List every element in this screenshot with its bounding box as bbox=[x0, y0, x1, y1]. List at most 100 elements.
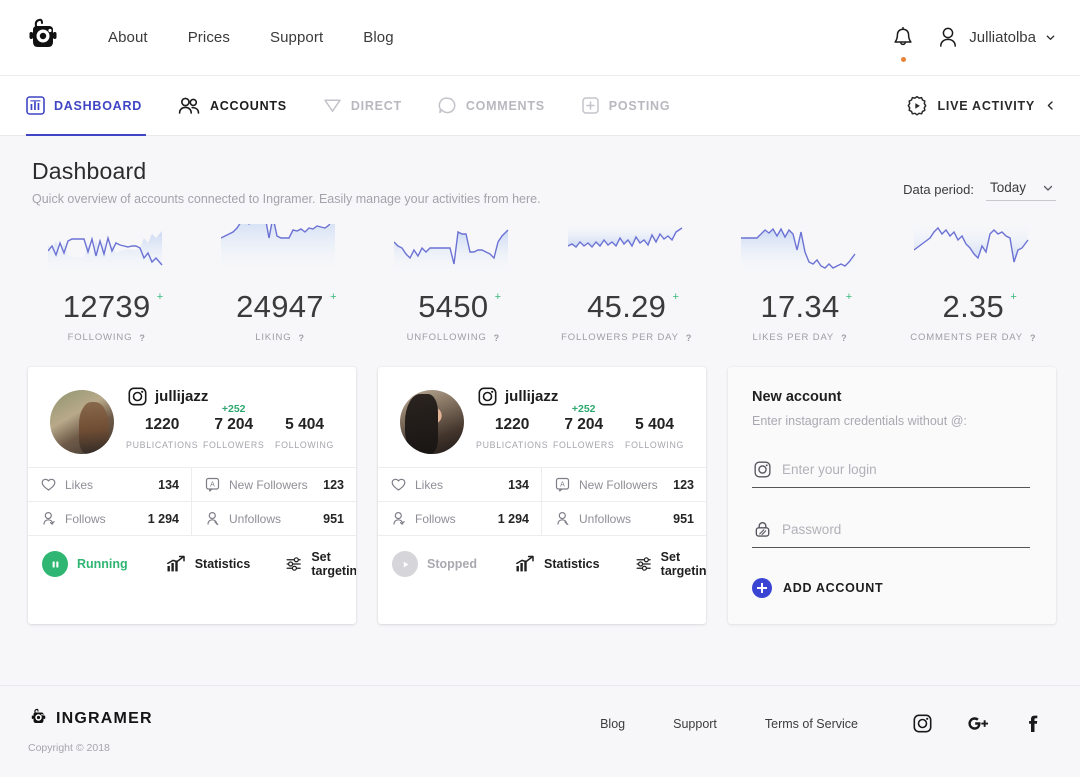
stat-card-comments-per-day: 2.35 + COMMENTS PER DAY ? bbox=[887, 214, 1060, 343]
nav-item-blog[interactable]: Blog bbox=[363, 29, 394, 46]
status-toggle-button[interactable]: Running bbox=[42, 551, 142, 577]
tab-dashboard[interactable]: DASHBOARD bbox=[22, 76, 160, 136]
sliders-icon bbox=[636, 557, 651, 571]
metric-unfollows-value: 951 bbox=[673, 511, 694, 526]
tab-posting[interactable]: POSTING bbox=[563, 76, 689, 136]
sparkline-likes-per-day bbox=[740, 227, 856, 272]
metric-likes-value: 134 bbox=[508, 477, 529, 492]
account-cards-row: jullijazz 1220 PUBLICATIONS +252 7 204 F… bbox=[0, 343, 1080, 624]
statistics-button[interactable]: Statistics bbox=[491, 555, 614, 573]
status-toggle-button[interactable]: Stopped bbox=[392, 551, 491, 577]
help-icon[interactable]: ? bbox=[841, 332, 848, 343]
heart-icon bbox=[41, 478, 56, 491]
comment-bubble-icon bbox=[438, 97, 456, 114]
gear-play-icon bbox=[907, 95, 926, 116]
new-follower-icon: A bbox=[555, 477, 570, 492]
notification-bell-icon bbox=[894, 26, 912, 45]
direct-send-icon bbox=[324, 99, 341, 112]
stat-followers-per-day-caption: FOLLOWERS PER DAY bbox=[561, 332, 679, 343]
metric-follows: Follows 1 294 bbox=[378, 502, 542, 536]
login-field-row[interactable] bbox=[752, 454, 1030, 488]
tab-posting-label: POSTING bbox=[608, 98, 671, 113]
add-account-button[interactable]: ADD ACCOUNT bbox=[752, 578, 1030, 598]
publications-label: PUBLICATIONS bbox=[126, 440, 199, 450]
google-plus-icon bbox=[968, 717, 988, 730]
stat-card-likes-per-day: 17.34 + LIKES PER DAY ? bbox=[713, 214, 886, 343]
stat-liking-caption: LIKING bbox=[255, 332, 292, 343]
help-icon[interactable]: ? bbox=[493, 332, 501, 343]
metric-follows-value: 1 294 bbox=[147, 511, 179, 526]
tab-comments[interactable]: COMMENTS bbox=[420, 76, 563, 136]
password-input[interactable] bbox=[782, 522, 1028, 537]
footer-instagram-link[interactable] bbox=[896, 714, 949, 733]
avatar bbox=[50, 390, 114, 454]
stat-unfollowing-value-wrap: 5450 + bbox=[418, 289, 501, 325]
notification-bell-button[interactable] bbox=[890, 23, 916, 62]
statistics-button[interactable]: Statistics bbox=[142, 555, 265, 573]
set-targeting-label: Set targeting bbox=[311, 550, 356, 578]
set-targeting-label: Set targeting bbox=[660, 550, 706, 578]
metric-follows-value: 1 294 bbox=[497, 511, 529, 526]
pause-icon bbox=[42, 551, 68, 577]
footer-copyright: Copyright © 2018 bbox=[28, 742, 110, 754]
tab-direct[interactable]: DIRECT bbox=[305, 76, 420, 136]
stat-likes-per-day-value: 17.34 bbox=[760, 289, 840, 324]
instagram-icon bbox=[478, 387, 497, 406]
nav-item-support[interactable]: Support bbox=[269, 29, 324, 46]
followers-value: 7 204 bbox=[564, 416, 604, 433]
metric-new-followers-value: 123 bbox=[673, 477, 694, 492]
footer-logo[interactable]: INGRAMER bbox=[28, 708, 153, 729]
metric-new-followers: A New Followers 123 bbox=[192, 468, 356, 502]
metric-unfollows-label: Unfollows bbox=[229, 511, 282, 526]
instagram-icon bbox=[128, 387, 147, 406]
set-targeting-button[interactable]: Set targeting bbox=[264, 550, 356, 578]
data-period-select[interactable]: Today bbox=[985, 178, 1056, 201]
help-icon[interactable]: ? bbox=[298, 332, 305, 343]
account-username-row[interactable]: jullijazz bbox=[128, 387, 340, 406]
stat-following-delta: + bbox=[156, 291, 164, 303]
footer-link-terms[interactable]: Terms of Service bbox=[764, 716, 858, 731]
user-menu[interactable]: Julliatolba bbox=[936, 25, 1056, 50]
data-period-value: Today bbox=[989, 180, 1026, 195]
footer-link-support[interactable]: Support bbox=[673, 716, 717, 731]
stat-card-unfollowing: 5450 + UNFOLLOWING ? bbox=[367, 214, 540, 343]
person-follow-icon bbox=[393, 511, 405, 525]
following-value: 5 404 bbox=[285, 416, 324, 433]
ingramer-camera-logo-icon[interactable] bbox=[22, 17, 64, 59]
svg-text:A: A bbox=[560, 481, 565, 488]
account-card-actions: Running Statistics bbox=[28, 536, 356, 594]
login-input[interactable] bbox=[782, 462, 1028, 477]
help-icon[interactable]: ? bbox=[139, 332, 146, 343]
nav-item-prices[interactable]: Prices bbox=[187, 29, 230, 46]
following-value: 5 404 bbox=[635, 416, 674, 433]
set-targeting-button[interactable]: Set targeting bbox=[614, 550, 706, 578]
footer-google-plus-link[interactable] bbox=[949, 714, 1009, 733]
main-nav: About Prices Support Blog bbox=[88, 29, 414, 46]
tab-accounts-label: ACCOUNTS bbox=[210, 98, 287, 113]
account-card: jullijazz 1220 PUBLICATIONS +252 7 204 F… bbox=[28, 367, 356, 624]
footer-logo-text: INGRAMER bbox=[56, 709, 153, 727]
page-title: Dashboard bbox=[32, 158, 147, 184]
stat-liking-delta: + bbox=[330, 291, 337, 303]
stats-row: 12739 + FOLLOWING ? 24947 + L bbox=[0, 206, 1080, 343]
footer-facebook-link[interactable] bbox=[1009, 714, 1056, 733]
password-field-row[interactable] bbox=[752, 514, 1030, 548]
footer-link-blog[interactable]: Blog bbox=[600, 716, 626, 731]
live-activity-button[interactable]: LIVE ACTIVITY bbox=[906, 95, 1057, 117]
mini-stat-followers: +252 7 204 FOLLOWERS bbox=[198, 403, 269, 450]
statistics-label: Statistics bbox=[544, 557, 600, 571]
stat-following-value: 12739 bbox=[62, 289, 151, 324]
metric-follows: Follows 1 294 bbox=[28, 502, 192, 536]
tab-accounts[interactable]: ACCOUNTS bbox=[160, 76, 305, 136]
stat-followers-per-day-delta: + bbox=[672, 291, 680, 303]
person-unfollow-icon bbox=[207, 511, 219, 525]
help-icon[interactable]: ? bbox=[1029, 332, 1037, 343]
nav-item-about[interactable]: About bbox=[108, 29, 148, 46]
account-card: jullijazz 1220 PUBLICATIONS +252 7 204 F… bbox=[378, 367, 706, 624]
account-username-row[interactable]: jullijazz bbox=[478, 387, 690, 406]
help-icon[interactable]: ? bbox=[685, 332, 693, 343]
sparkline-unfollowing bbox=[394, 229, 509, 272]
header-right: Julliatolba bbox=[890, 23, 1056, 62]
stat-comments-per-day-caption-row: COMMENTS PER DAY ? bbox=[887, 332, 1060, 343]
posting-plus-square-icon bbox=[582, 97, 599, 114]
